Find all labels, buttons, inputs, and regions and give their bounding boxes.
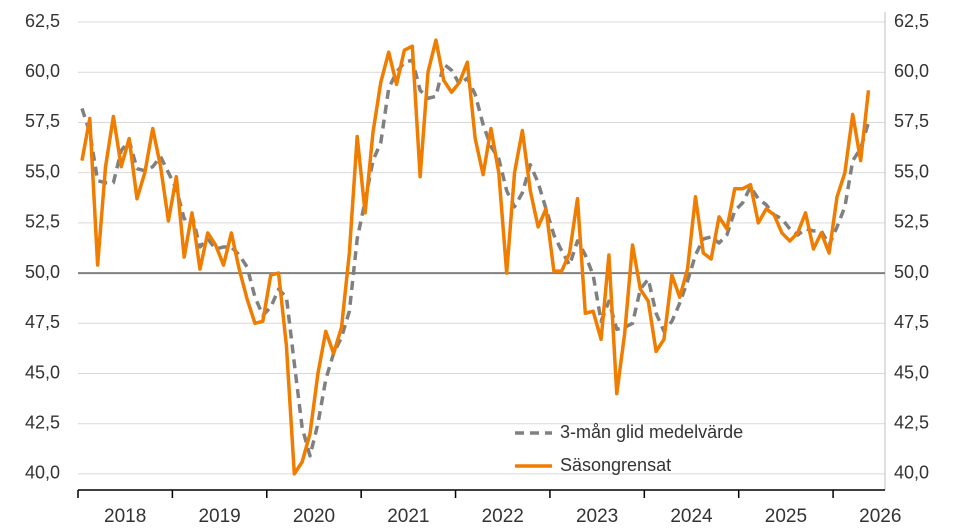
y-tick-label: 55,0: [25, 161, 60, 181]
series-line: [80, 58, 871, 458]
y-tick-label: 45,0: [25, 362, 60, 382]
x-tick-label: 2023: [576, 506, 618, 527]
x-tick-label: 2021: [387, 506, 429, 527]
y2-tick-label: 57,5: [894, 111, 929, 131]
y2-tick-label: 50,0: [894, 262, 929, 282]
x-tick-label: 2022: [482, 506, 524, 527]
x-tick-label: 2024: [670, 506, 713, 527]
y2-tick-label: 45,0: [894, 362, 929, 382]
x-tick-label: 2018: [104, 506, 146, 527]
y2-tick-label: 62,5: [894, 11, 929, 31]
y2-tick-label: 40,0: [894, 463, 929, 483]
y-tick-label: 52,5: [25, 212, 60, 232]
y-tick-label: 57,5: [25, 111, 60, 131]
y2-tick-label: 42,5: [894, 412, 929, 432]
y-tick-label: 60,0: [25, 61, 60, 81]
y-tick-label: 40,0: [25, 463, 60, 483]
x-tick-label: 2019: [198, 506, 240, 527]
y2-tick-label: 52,5: [894, 212, 929, 232]
legend-label: 3-mån glid medelvärde: [560, 422, 743, 442]
x-tick-label: 2026: [859, 506, 901, 527]
y2-tick-label: 47,5: [894, 312, 929, 332]
y-tick-label: 47,5: [25, 312, 60, 332]
series-line: [80, 38, 871, 476]
y-tick-label: 62,5: [25, 11, 60, 31]
y2-tick-label: 55,0: [894, 161, 929, 181]
y-tick-label: 42,5: [25, 412, 60, 432]
x-tick-label: 2020: [293, 506, 335, 527]
x-tick-label: 2025: [765, 506, 807, 527]
y-tick-label: 50,0: [25, 262, 60, 282]
y2-tick-label: 60,0: [894, 61, 929, 81]
legend-label: Säsongrensat: [560, 455, 671, 475]
